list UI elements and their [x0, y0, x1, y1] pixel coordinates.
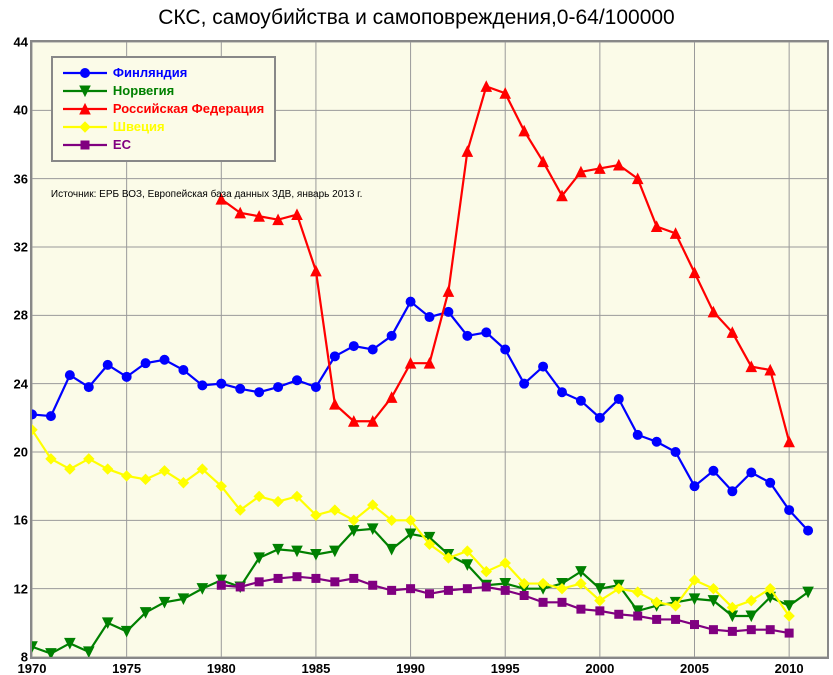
y-tick-label: 12	[14, 581, 32, 596]
legend-item: Норвегия	[63, 82, 264, 100]
plot-area: ФинляндияНорвегияРоссийская ФедерацияШве…	[30, 40, 829, 659]
legend-box: ФинляндияНорвегияРоссийская ФедерацияШве…	[51, 56, 276, 162]
legend-item: Швеция	[63, 118, 264, 136]
legend-label: Финляндия	[113, 64, 187, 82]
legend-swatch	[63, 84, 107, 98]
x-tick-label: 2005	[680, 657, 709, 675]
chart-title: СКС, самоубийства и самоповреждения,0-64…	[0, 6, 833, 30]
y-tick-label: 32	[14, 240, 32, 255]
legend-label: Российская Федерация	[113, 100, 264, 118]
legend-label: Швеция	[113, 118, 165, 136]
x-tick-label: 1980	[207, 657, 236, 675]
legend-item: Российская Федерация	[63, 100, 264, 118]
legend-swatch	[63, 120, 107, 134]
y-tick-label: 20	[14, 445, 32, 460]
x-tick-label: 1975	[112, 657, 141, 675]
x-tick-label: 1970	[18, 657, 47, 675]
legend-swatch	[63, 102, 107, 116]
y-tick-label: 36	[14, 171, 32, 186]
legend-label: ЕС	[113, 136, 131, 154]
source-note: Источник: ЕРБ ВОЗ, Европейская база данн…	[51, 189, 362, 200]
y-tick-label: 40	[14, 103, 32, 118]
x-tick-label: 1985	[301, 657, 330, 675]
legend-item: ЕС	[63, 136, 264, 154]
y-tick-label: 16	[14, 513, 32, 528]
legend-swatch	[63, 138, 107, 152]
x-tick-label: 1990	[396, 657, 425, 675]
x-tick-label: 1995	[491, 657, 520, 675]
y-tick-label: 24	[14, 376, 32, 391]
x-tick-label: 2010	[775, 657, 804, 675]
y-tick-label: 28	[14, 308, 32, 323]
x-tick-label: 2000	[585, 657, 614, 675]
legend-label: Норвегия	[113, 82, 174, 100]
y-tick-label: 44	[14, 35, 32, 50]
legend-swatch	[63, 66, 107, 80]
legend-item: Финляндия	[63, 64, 264, 82]
